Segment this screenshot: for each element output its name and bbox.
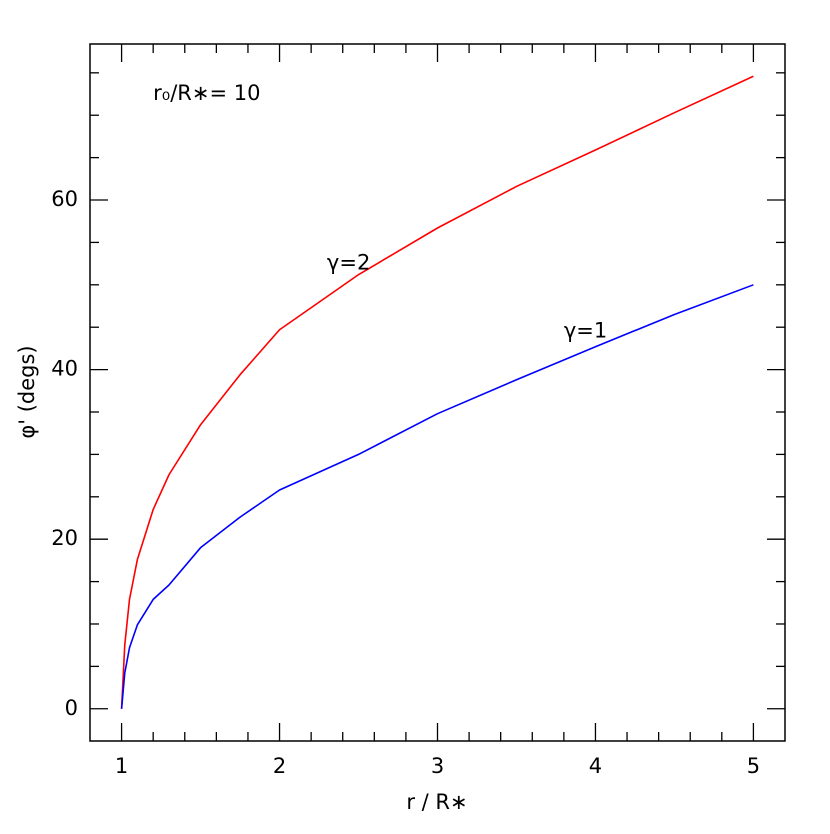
line-series <box>120 75 754 709</box>
x-tick-label: 1 <box>115 754 128 778</box>
y-tick-label: 40 <box>51 357 78 381</box>
annotation: γ=2 <box>327 251 370 275</box>
x-tick-label: 4 <box>589 754 602 778</box>
x-tick-label: 3 <box>431 754 444 778</box>
y-axis-label: φ' (degs) <box>15 345 39 438</box>
x-tick-label: 2 <box>273 754 286 778</box>
annotation: γ=1 <box>564 318 607 342</box>
y-tick-label: 0 <box>65 696 78 720</box>
x-axis-label: r / R∗ <box>406 790 467 814</box>
annotation: r₀/R∗= 10 <box>153 81 260 105</box>
x-tick-label: 5 <box>747 754 760 778</box>
y-tick-label: 20 <box>51 526 78 550</box>
y-tick-label: 60 <box>51 187 78 211</box>
plot-frame <box>89 43 786 742</box>
line-series <box>120 284 754 709</box>
